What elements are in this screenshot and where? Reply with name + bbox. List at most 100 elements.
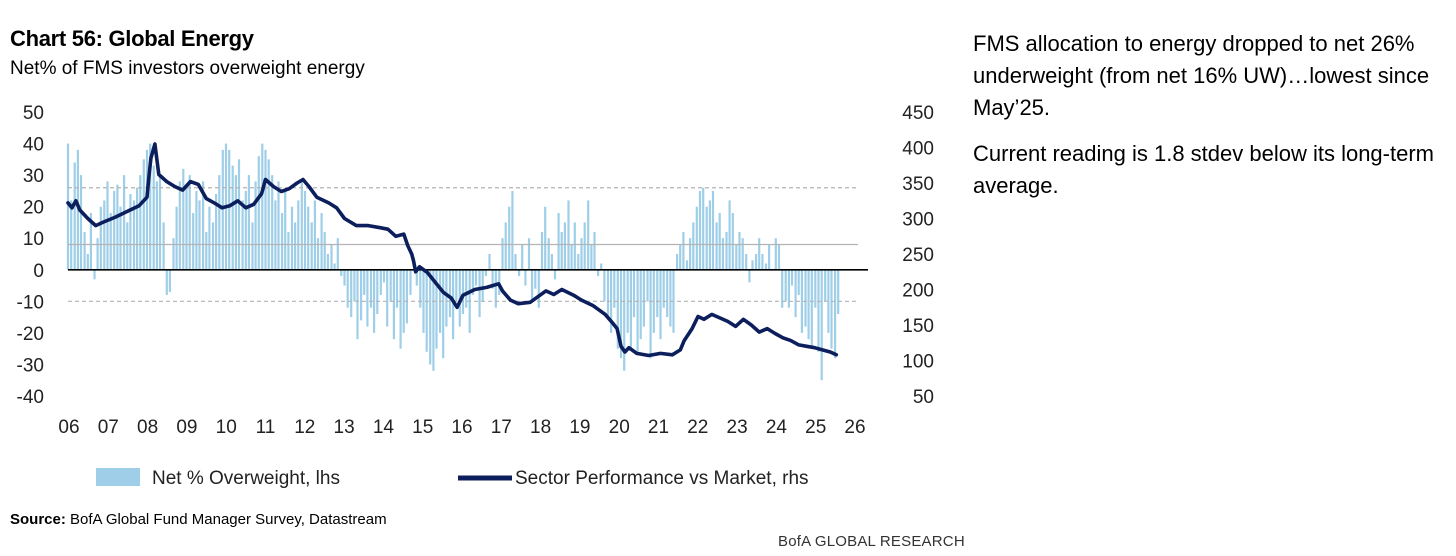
bar — [66, 143, 70, 270]
bar — [79, 175, 83, 270]
bar — [399, 269, 402, 349]
bar — [606, 269, 610, 318]
bar — [745, 254, 748, 270]
left-axis-tick: 50 — [23, 103, 44, 124]
bar — [587, 200, 590, 270]
bar — [261, 143, 264, 270]
bar — [583, 222, 586, 270]
x-axis-tick: 19 — [569, 417, 590, 438]
bar — [830, 269, 833, 349]
bar — [123, 175, 126, 270]
bar — [356, 269, 359, 340]
bar — [711, 190, 715, 270]
right-axis-tick: 200 — [902, 281, 934, 302]
x-axis-tick: 24 — [766, 417, 788, 438]
left-axis-tick: 40 — [23, 135, 44, 156]
bar — [271, 175, 274, 270]
bar — [666, 269, 669, 318]
bar — [320, 213, 323, 270]
bar — [284, 190, 287, 270]
bar — [484, 269, 487, 277]
x-axis-tick: 11 — [256, 417, 276, 438]
bar — [136, 187, 139, 270]
x-axis-tick: 12 — [294, 417, 315, 438]
bar — [340, 269, 343, 277]
bar — [113, 190, 116, 270]
bar — [353, 269, 356, 302]
x-axis-tick: 22 — [687, 417, 708, 438]
left-axis-tick: -30 — [17, 355, 44, 376]
commentary: FMS allocation to energy dropped to net … — [973, 28, 1443, 216]
sector-performance-line — [66, 142, 839, 358]
bar — [343, 269, 346, 286]
bar — [257, 156, 260, 270]
bar — [379, 269, 382, 295]
bar — [300, 181, 303, 270]
bar — [231, 165, 234, 270]
bar — [465, 269, 468, 308]
bar — [277, 181, 280, 270]
bar — [442, 269, 445, 359]
right-axis-tick: 400 — [902, 139, 934, 160]
bar — [504, 222, 507, 270]
bar — [149, 143, 152, 270]
bar — [814, 269, 817, 308]
bar — [718, 213, 721, 270]
bar — [376, 269, 379, 314]
bar — [215, 194, 218, 270]
bar — [764, 263, 768, 270]
left-axis-tick: 20 — [23, 198, 44, 219]
bar — [228, 149, 231, 270]
right-axis-tick: 150 — [902, 316, 934, 337]
source-note: Source: BofA Global Fund Manager Survey,… — [10, 511, 387, 528]
bar — [790, 269, 794, 286]
chart-subtitle: Net% of FMS investors overweight energy — [10, 58, 365, 79]
bar — [350, 269, 353, 318]
bar — [619, 269, 623, 359]
bar — [237, 159, 241, 270]
bar — [511, 190, 514, 270]
bar — [557, 213, 560, 270]
legend-bars-label: Net % Overweight, lhs — [152, 468, 340, 489]
bar — [741, 238, 744, 270]
bar — [152, 165, 155, 270]
legend-line-label: Sector Performance vs Market, rhs — [515, 468, 809, 489]
bar — [402, 269, 405, 333]
bar — [129, 194, 132, 270]
bar — [761, 254, 764, 270]
bar — [316, 238, 320, 270]
x-axis-tick: 15 — [412, 417, 433, 438]
bar — [527, 238, 531, 270]
bar — [139, 175, 142, 270]
bar — [478, 269, 481, 318]
bar — [162, 222, 165, 270]
bar — [429, 269, 432, 365]
bar — [89, 213, 92, 270]
bar — [544, 206, 547, 270]
bar — [185, 187, 188, 270]
bar — [360, 269, 363, 321]
bar — [307, 206, 310, 270]
left-axis-tick: -40 — [17, 387, 44, 408]
bar — [103, 200, 106, 270]
bar — [208, 206, 211, 270]
bar — [267, 159, 270, 270]
left-axis-tick: -10 — [17, 292, 44, 313]
left-axis-tick: 10 — [23, 229, 44, 250]
bar — [669, 269, 672, 327]
bar — [646, 269, 649, 302]
bar — [708, 200, 711, 270]
bar — [810, 269, 813, 349]
bar — [452, 269, 455, 340]
x-axis-tick: 23 — [727, 417, 748, 438]
bar — [755, 254, 758, 270]
bar — [205, 231, 208, 270]
bar — [610, 269, 613, 333]
bar — [702, 187, 705, 270]
bar — [580, 238, 583, 270]
bar — [649, 269, 652, 359]
left-axis-tick: -20 — [17, 324, 44, 345]
bar — [425, 269, 428, 352]
bar — [781, 269, 784, 308]
bar — [553, 269, 557, 280]
